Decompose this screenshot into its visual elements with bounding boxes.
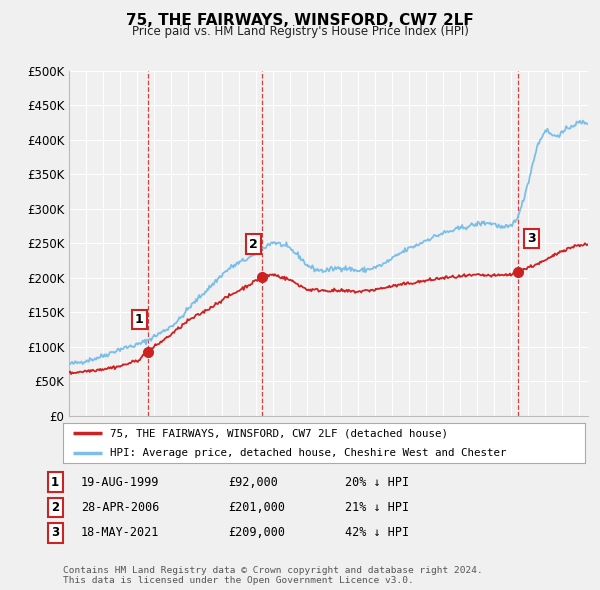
Text: 42% ↓ HPI: 42% ↓ HPI — [345, 526, 409, 539]
Text: £209,000: £209,000 — [228, 526, 285, 539]
Text: 75, THE FAIRWAYS, WINSFORD, CW7 2LF (detached house): 75, THE FAIRWAYS, WINSFORD, CW7 2LF (det… — [110, 428, 448, 438]
Text: 1: 1 — [51, 476, 59, 489]
Text: 19-AUG-1999: 19-AUG-1999 — [81, 476, 160, 489]
Text: Price paid vs. HM Land Registry's House Price Index (HPI): Price paid vs. HM Land Registry's House … — [131, 25, 469, 38]
Text: 3: 3 — [527, 232, 536, 245]
Text: 20% ↓ HPI: 20% ↓ HPI — [345, 476, 409, 489]
Text: £201,000: £201,000 — [228, 501, 285, 514]
Text: HPI: Average price, detached house, Cheshire West and Chester: HPI: Average price, detached house, Ches… — [110, 448, 506, 458]
Text: 2: 2 — [249, 238, 257, 251]
Text: 3: 3 — [51, 526, 59, 539]
Text: 75, THE FAIRWAYS, WINSFORD, CW7 2LF: 75, THE FAIRWAYS, WINSFORD, CW7 2LF — [126, 13, 474, 28]
Text: £92,000: £92,000 — [228, 476, 278, 489]
Text: 28-APR-2006: 28-APR-2006 — [81, 501, 160, 514]
Text: 2: 2 — [51, 501, 59, 514]
Text: 21% ↓ HPI: 21% ↓ HPI — [345, 501, 409, 514]
Text: Contains HM Land Registry data © Crown copyright and database right 2024.
This d: Contains HM Land Registry data © Crown c… — [63, 566, 483, 585]
Text: 1: 1 — [135, 313, 143, 326]
Text: 18-MAY-2021: 18-MAY-2021 — [81, 526, 160, 539]
